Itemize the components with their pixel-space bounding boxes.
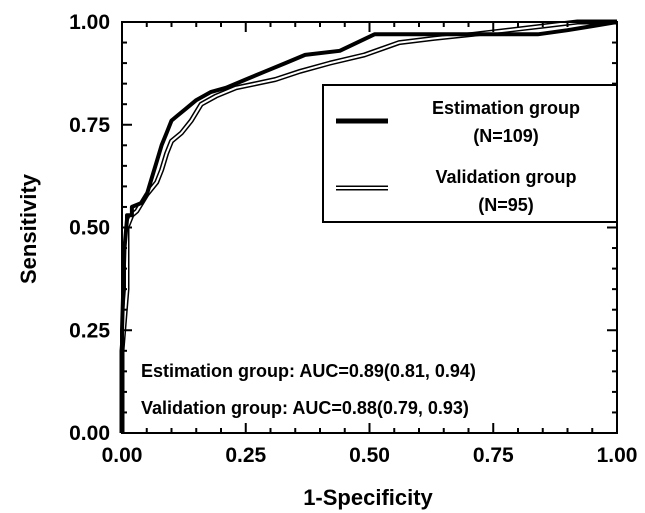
y-tick-label: 0.25 — [69, 319, 110, 342]
plot-layer — [119, 19, 618, 433]
auc-annotation-estimation: Estimation group: AUC=0.89(0.81, 0.94) — [141, 361, 476, 381]
legend-label-estimation: Estimation group — [432, 98, 580, 118]
y-axis-title: Sensitivity — [16, 173, 41, 284]
x-tick-label: 0.00 — [102, 444, 143, 467]
series-line-estimation-group — [120, 20, 618, 433]
y-tick-label: 0.75 — [69, 114, 110, 137]
x-axis-title: 1-Specificity — [303, 485, 433, 510]
legend-label-validation-n: (N=95) — [478, 195, 534, 215]
auc-annotation-validation: Validation group: AUC=0.88(0.79, 0.93) — [141, 398, 469, 418]
y-tick-label: 1.00 — [69, 11, 110, 34]
x-tick-label: 0.50 — [349, 444, 390, 467]
axis-layer: 0.00 0.25 0.50 0.75 1.00 0.00 0.25 0.50 0.75 1.00 — [69, 11, 637, 467]
x-tick-label: 1.00 — [597, 444, 638, 467]
y-tick-label: 0.50 — [69, 217, 110, 240]
legend-label-validation: Validation group — [435, 167, 576, 187]
x-tick-label: 0.25 — [225, 444, 266, 467]
legend: Estimation group (N=109) Validation grou… — [322, 84, 618, 223]
legend-box — [322, 84, 618, 223]
y-tick-label: 0.00 — [69, 422, 110, 445]
x-tick-label: 0.75 — [473, 444, 514, 467]
legend-label-estimation-n: (N=109) — [473, 126, 539, 146]
